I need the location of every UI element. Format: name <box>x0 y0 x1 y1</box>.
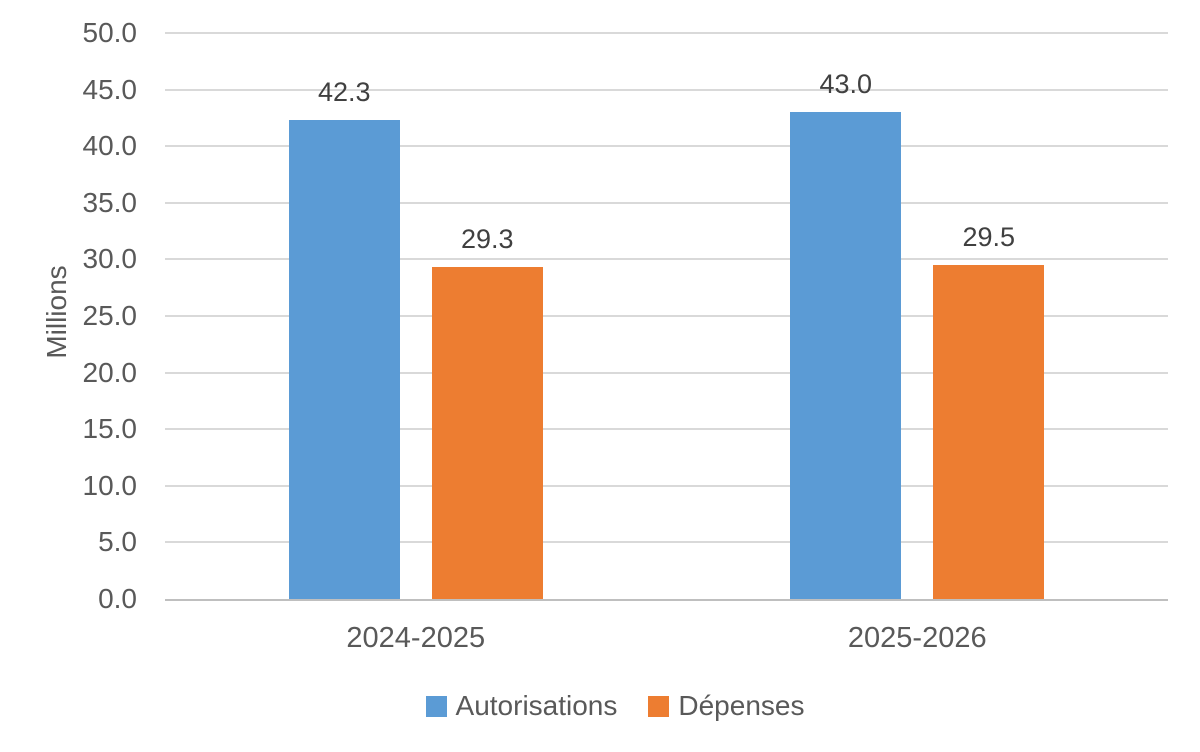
x-axis-category-label: 2024-2025 <box>346 622 486 654</box>
gridline <box>165 32 1168 34</box>
y-axis-tick-label: 0.0 <box>98 583 137 614</box>
legend-label: Autorisations <box>455 690 618 721</box>
y-axis-tick-label: 20.0 <box>82 356 138 388</box>
gridline <box>165 145 1168 148</box>
x-axis-labels: 2024-2025 2025-2026 <box>0 622 1200 662</box>
y-axis-tick-label: 25.0 <box>82 300 138 331</box>
gridline <box>165 258 1168 261</box>
legend-item-autorisations: Autorisations <box>425 690 618 722</box>
gridline <box>165 484 1168 487</box>
data-label: 29.5 <box>962 222 1016 253</box>
bar-autorisations-2024-2025 <box>288 120 400 599</box>
gridline <box>165 371 1168 374</box>
y-axis-tick-label: 5.0 <box>98 526 137 558</box>
x-axis-category-label: 2025-2026 <box>847 622 987 654</box>
legend: Autorisations Dépenses <box>15 690 1200 722</box>
bar-autorisations-2025-2026 <box>790 112 902 599</box>
y-axis-tick-label: 15.0 <box>82 413 138 445</box>
data-label: 42.3 <box>317 77 371 108</box>
plot-area: 42.3 29.3 43.0 29.5 <box>165 32 1168 601</box>
y-axis-tick-label: 30.0 <box>82 243 138 275</box>
gridline <box>165 201 1168 204</box>
y-axis-tick-label: 50.0 <box>82 17 138 48</box>
y-axis-tick-label: 45.0 <box>82 73 138 105</box>
legend-swatch-icon <box>648 695 670 717</box>
legend-label: Dépenses <box>678 690 805 721</box>
bar-dépenses-2025-2026 <box>933 265 1045 599</box>
y-axis-tick-labels: 0.0 5.0 10.0 15.0 20.0 25.0 30.0 35.0 40.0 45.0 50… <box>0 0 138 752</box>
data-label: 29.3 <box>460 224 514 255</box>
y-axis-tick-label: 35.0 <box>82 186 138 218</box>
legend-item-dépenses: Dépenses <box>648 690 804 722</box>
legend-swatch-icon <box>425 695 447 717</box>
data-label: 43.0 <box>819 69 873 100</box>
y-axis-tick-label: 40.0 <box>82 130 138 162</box>
gridline <box>165 541 1168 544</box>
bar-dépenses-2024-2025 <box>431 267 543 599</box>
gridline <box>165 88 1168 91</box>
gridline <box>165 428 1168 431</box>
gridline <box>165 315 1168 317</box>
y-axis-tick-label: 10.0 <box>82 469 138 501</box>
